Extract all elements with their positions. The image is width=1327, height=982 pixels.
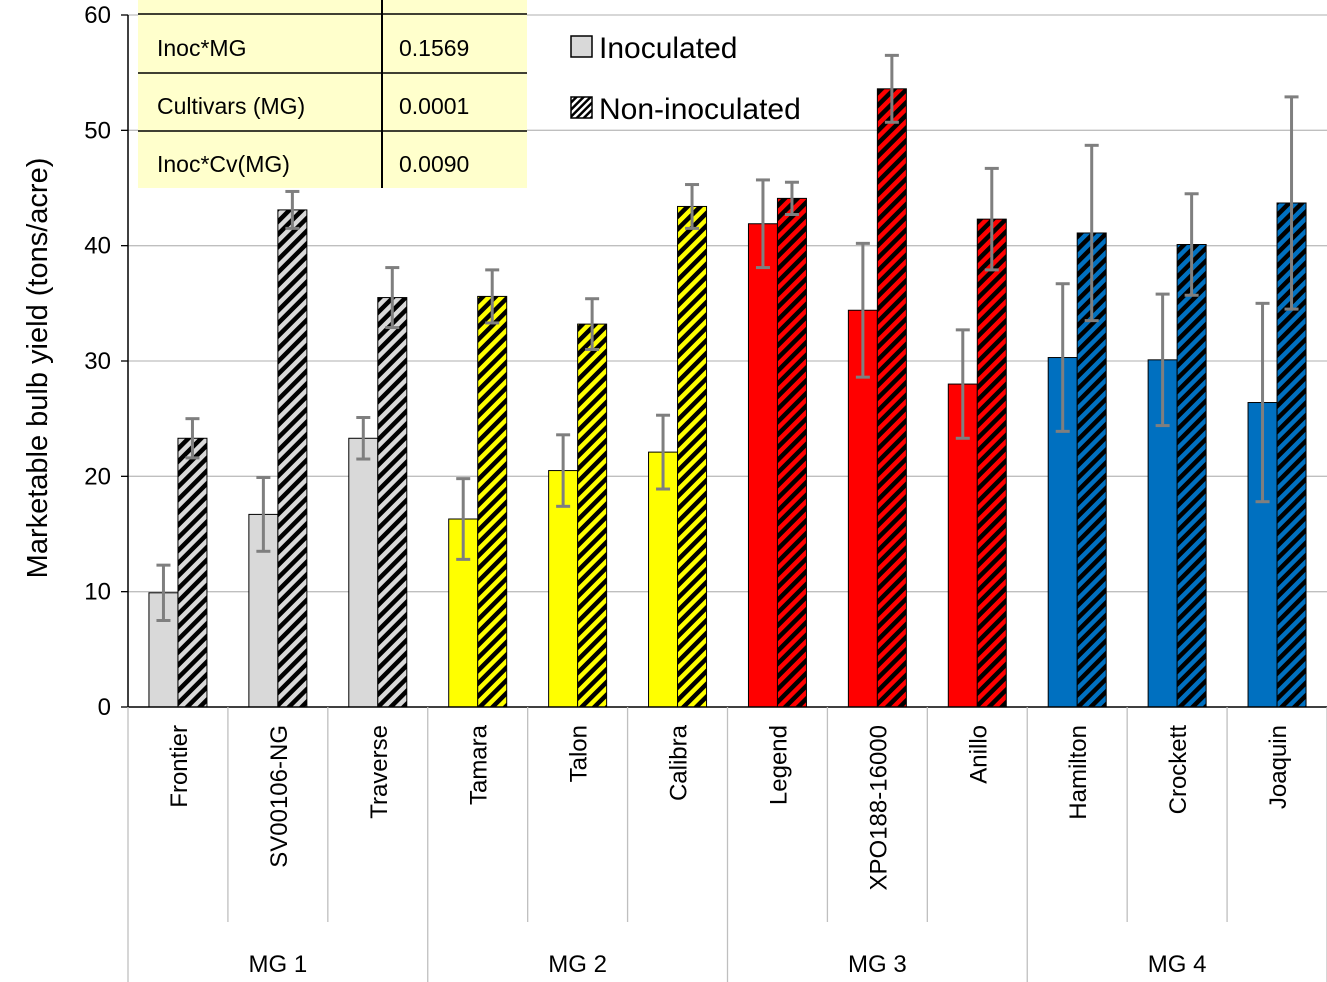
category-label: Frontier — [166, 725, 193, 808]
error-bar — [285, 189, 300, 230]
bar-non-inoculated — [1176, 244, 1207, 708]
category-label: Talon — [566, 725, 593, 782]
error-bar — [884, 53, 899, 124]
error-bar — [585, 297, 600, 351]
group-label: MG 2 — [548, 951, 607, 978]
error-bar — [1184, 192, 1199, 297]
stats-p-value: 0.0001 — [399, 93, 469, 119]
error-bar — [556, 433, 571, 508]
error-bar — [1084, 143, 1099, 323]
stats-effect-label: Inoc*Cv(MG) — [157, 151, 290, 177]
category-label: Joaquin — [1265, 725, 1292, 809]
stats-table-background — [138, 0, 527, 188]
y-tick-label: 50 — [84, 117, 111, 144]
bar-non-inoculated — [976, 218, 1007, 708]
error-bar — [1055, 282, 1070, 433]
error-bar — [1284, 95, 1299, 311]
stats-effect-label: Inoc*MG — [157, 35, 246, 61]
axes — [121, 14, 1327, 982]
bar-inoculated — [747, 223, 778, 708]
bar-non-inoculated — [577, 323, 608, 708]
y-tick-label: 40 — [84, 233, 111, 260]
stats-effect-label: Cultivars (MG) — [157, 93, 305, 119]
bar-non-inoculated — [277, 209, 308, 708]
error-bar — [685, 183, 700, 230]
y-tick-label: 10 — [84, 579, 111, 606]
category-label: Calibra — [666, 724, 693, 801]
bar-inoculated — [348, 437, 379, 708]
bar-inoculated — [648, 451, 679, 708]
category-label: Legend — [765, 725, 792, 805]
stats-p-value: 0.1569 — [399, 35, 469, 61]
legend: Inoculated Non-inoculated — [570, 32, 801, 126]
group-label: MG 4 — [1148, 951, 1207, 978]
error-bar — [984, 166, 999, 272]
bar-non-inoculated — [876, 88, 907, 708]
labels: 0 10 20 30 40 50 60 Frontier SV00106-NG Traverse T… — [84, 2, 1292, 978]
legend-label-inoculated: Inoculated — [599, 32, 737, 65]
error-bar — [356, 416, 371, 461]
error-bar — [1155, 292, 1170, 428]
legend-swatch-non-inoculated — [570, 96, 593, 119]
y-tick-label: 0 — [98, 694, 111, 721]
error-bar — [156, 563, 171, 622]
stats-p-value: 0.0090 — [399, 151, 469, 177]
bar-non-inoculated — [177, 437, 208, 708]
y-tick-label: 30 — [84, 348, 111, 375]
error-bar — [784, 180, 799, 217]
group-label: MG 3 — [848, 951, 907, 978]
error-bar — [1255, 301, 1270, 504]
error-bar — [855, 241, 870, 379]
error-bar — [385, 266, 400, 330]
bar-non-inoculated — [677, 205, 708, 708]
category-label: XPO188-16000 — [865, 725, 892, 890]
error-bars — [156, 53, 1299, 622]
category-label: SV00106-NG — [266, 725, 293, 868]
y-tick-label: 60 — [84, 2, 111, 29]
error-bar — [656, 413, 671, 491]
bar-non-inoculated — [776, 197, 807, 708]
stats-table: Inoc*MG 0.1569 Cultivars (MG) 0.0001 Inoc*Cv… — [138, 0, 527, 188]
error-bar — [256, 475, 271, 553]
bar-non-inoculated — [477, 295, 508, 708]
error-bar — [755, 178, 770, 270]
legend-label-non-inoculated: Non-inoculated — [599, 93, 801, 126]
category-label: Crockett — [1165, 725, 1192, 815]
bar-non-inoculated — [377, 297, 408, 708]
error-bar — [185, 417, 200, 460]
error-bar — [456, 477, 471, 561]
category-label: Tamara — [466, 724, 493, 805]
legend-swatch-inoculated — [570, 35, 593, 58]
error-bar — [955, 328, 970, 440]
group-label: MG 1 — [249, 951, 308, 978]
error-bar — [485, 268, 500, 325]
category-label: Traverse — [366, 725, 393, 819]
category-label: Hamilton — [1065, 725, 1092, 820]
y-axis-title: Marketable bulb yield (tons/acre) — [22, 158, 54, 579]
category-label: Anillo — [965, 725, 992, 784]
y-tick-label: 20 — [84, 463, 111, 490]
